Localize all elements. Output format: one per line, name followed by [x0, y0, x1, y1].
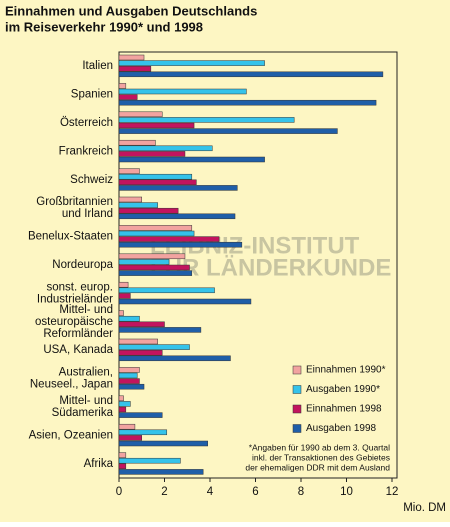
category-label: Mittel- und Südamerika [52, 395, 114, 419]
category-label: sonst. europ. Industrieländer [37, 281, 113, 305]
bar [118, 463, 127, 470]
legend-label: Ausgaben 1990* [306, 384, 380, 395]
bar [118, 293, 131, 299]
category-label: USA, Kanada [43, 344, 113, 356]
bar [118, 264, 190, 271]
bar [118, 344, 190, 350]
bar [118, 315, 140, 322]
bar [118, 99, 377, 106]
legend-swatch [292, 365, 302, 375]
footnote: der ehemaligen DDR mit dem Ausland [245, 462, 390, 472]
category-label: Afrika [84, 458, 114, 470]
bar [118, 202, 158, 208]
bar [118, 469, 204, 475]
bar [118, 383, 145, 390]
bar [118, 270, 193, 276]
bar [118, 156, 265, 163]
x-axis-label: Mio. DM [403, 502, 446, 514]
bar [118, 401, 131, 407]
bar [118, 230, 195, 237]
bar [118, 111, 163, 118]
x-tick-label: 8 [298, 486, 304, 498]
category-label: Australien, Neuseel., Japan [30, 367, 113, 391]
bar [118, 139, 156, 146]
legend-label: Einnahmen 1990* [306, 365, 386, 376]
category-label: Asien, Ozeanien [29, 429, 113, 441]
bar [118, 173, 193, 180]
bar [118, 88, 247, 95]
bar [118, 54, 145, 61]
category-label: Nordeuropa [52, 259, 113, 271]
bar [118, 185, 238, 191]
category-label: Frankreich [59, 145, 113, 157]
x-tick-label: 6 [252, 486, 258, 498]
bar [118, 367, 140, 373]
bar [118, 225, 193, 231]
x-tick-label: 10 [340, 486, 353, 498]
bar [118, 253, 186, 260]
bar [118, 71, 384, 78]
bar [118, 423, 136, 430]
bar [118, 395, 124, 402]
category-label: Italien [82, 60, 113, 72]
bar [118, 236, 220, 242]
bar [118, 196, 142, 203]
bar [118, 207, 179, 214]
bar [118, 435, 142, 441]
bar [118, 457, 181, 464]
category-label: Mittel- und osteuropäische Reformländer [35, 304, 113, 340]
bar [118, 429, 168, 436]
bar [118, 321, 165, 328]
chart-title: im Reiseverkehr 1990* und 1998 [5, 19, 203, 34]
bar [118, 287, 215, 294]
bar [118, 122, 195, 129]
bar [118, 168, 140, 174]
x-tick-label: 4 [207, 486, 214, 498]
watermark: FÜR LÄNDERKUNDE [150, 254, 391, 281]
bar [118, 355, 231, 362]
chart-title: Einnahmen und Ausgaben Deutschlands [5, 3, 257, 18]
category-label: Schweiz [70, 174, 113, 186]
category-label: Spanien [71, 89, 113, 101]
bar [118, 338, 158, 345]
bar [118, 406, 127, 413]
bar [118, 128, 338, 134]
bar [118, 83, 127, 89]
bar [118, 281, 129, 288]
bar [118, 259, 170, 265]
legend-swatch [292, 424, 302, 433]
bar [118, 298, 252, 305]
bar [118, 213, 236, 220]
bar [118, 327, 202, 333]
x-tick-label: 2 [161, 486, 167, 498]
bar [118, 151, 186, 157]
legend-label: Ausgaben 1998 [306, 423, 377, 434]
bar [118, 372, 138, 379]
bar [118, 440, 208, 447]
bar [118, 179, 197, 186]
bar [118, 60, 265, 66]
category-label: Benelux-Staaten [28, 231, 113, 243]
bar [118, 378, 140, 384]
x-tick-label: 12 [386, 486, 399, 498]
footnote: inkl. der Transaktionen des Gebietes [252, 452, 390, 462]
bar [118, 145, 213, 152]
category-label: Großbritannien und Irland [36, 196, 113, 220]
x-tick-label: 0 [116, 486, 122, 498]
legend-swatch [292, 385, 302, 394]
bar [118, 65, 152, 72]
bar [118, 117, 295, 123]
bar [118, 412, 163, 418]
bar [118, 452, 127, 458]
legend-swatch [292, 404, 302, 414]
bar [118, 241, 243, 248]
bar [118, 349, 163, 356]
bar [118, 94, 138, 100]
bar [118, 310, 124, 316]
category-label: Österreich [60, 117, 113, 129]
legend-label: Einnahmen 1998 [306, 404, 382, 415]
footnote: *Angaben für 1990 ab dem 3. Quartal [249, 442, 390, 452]
